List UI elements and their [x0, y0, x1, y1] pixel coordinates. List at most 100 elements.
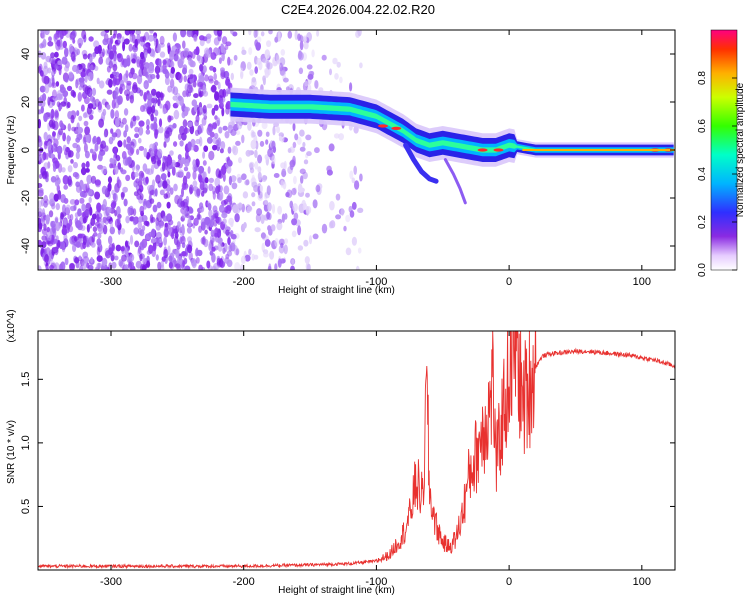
noise-speck	[96, 238, 102, 246]
noise-speck	[214, 91, 220, 101]
noise-speck	[266, 60, 270, 71]
noise-speck	[110, 202, 116, 209]
noise-speck	[208, 243, 212, 251]
noise-speck	[83, 120, 89, 127]
noise-speck	[123, 139, 127, 148]
noise-speck	[230, 242, 236, 252]
noise-speck	[156, 212, 163, 223]
noise-speck	[266, 40, 272, 48]
noise-speck	[118, 259, 123, 267]
noise-speck	[218, 170, 222, 178]
noise-speck	[276, 126, 280, 134]
noise-speck	[225, 229, 230, 236]
noise-speck	[257, 129, 263, 137]
noise-speck	[102, 198, 108, 209]
noise-speck	[151, 49, 156, 58]
noise-speck	[316, 30, 320, 37]
noise-speck	[143, 43, 149, 51]
noise-speck	[182, 90, 187, 98]
noise-speck	[106, 89, 113, 95]
noise-speck	[98, 118, 104, 128]
noise-speck	[235, 130, 241, 136]
noise-speck	[306, 151, 312, 157]
noise-speck	[240, 67, 244, 78]
noise-speck	[254, 227, 261, 233]
noise-speck	[262, 75, 266, 82]
noise-speck	[115, 117, 120, 128]
noise-speck	[58, 128, 64, 136]
noise-speck	[109, 73, 114, 79]
noise-speck	[139, 193, 144, 201]
noise-speck	[220, 43, 225, 54]
noise-speck	[153, 116, 158, 124]
noise-speck	[209, 250, 214, 256]
noise-speck	[225, 41, 232, 47]
noise-speck	[180, 30, 187, 38]
noise-speck	[86, 224, 90, 233]
noise-speck	[204, 229, 208, 235]
noise-speck	[158, 58, 162, 68]
noise-speck	[261, 242, 265, 253]
noise-speck	[43, 195, 48, 204]
noise-speck	[196, 106, 200, 117]
noise-speck	[162, 108, 167, 115]
noise-speck	[68, 218, 73, 227]
x-tick-label: -300	[100, 576, 122, 588]
noise-speck	[167, 245, 171, 256]
noise-speck	[274, 36, 279, 43]
noise-speck	[135, 30, 141, 36]
noise-speck	[174, 194, 180, 205]
noise-speck	[198, 264, 203, 270]
noise-speck	[162, 180, 168, 189]
noise-speck	[100, 140, 107, 149]
noise-speck	[196, 188, 201, 197]
noise-speck	[221, 165, 227, 175]
noise-speck	[197, 81, 204, 87]
noise-speck	[253, 184, 259, 193]
noise-speck	[214, 226, 218, 237]
noise-speck	[221, 212, 228, 219]
noise-speck	[213, 80, 219, 86]
noise-speck	[113, 30, 118, 36]
noise-speck	[245, 149, 252, 157]
noise-speck	[254, 66, 258, 74]
x-tick-label: -300	[100, 276, 122, 288]
colorbar-label: Normalized spectral amplitude	[735, 82, 746, 217]
noise-speck	[198, 165, 205, 174]
noise-speck	[150, 73, 156, 80]
noise-speck	[184, 159, 190, 167]
noise-speck	[220, 141, 226, 150]
noise-speck	[140, 263, 146, 270]
noise-speck	[264, 68, 270, 79]
noise-speck	[139, 229, 145, 237]
noise-speck	[195, 257, 200, 264]
noise-speck	[174, 263, 181, 269]
noise-speck	[80, 71, 86, 78]
noise-speck	[124, 30, 131, 36]
noise-speck	[359, 62, 363, 69]
x-tick-label: -200	[233, 576, 255, 588]
noise-speck	[57, 190, 62, 200]
noise-speck	[56, 39, 61, 47]
noise-speck	[51, 82, 57, 89]
noise-speck	[152, 204, 158, 213]
noise-speck	[61, 167, 66, 173]
noise-speck	[92, 148, 96, 155]
noise-speck	[280, 49, 286, 56]
noise-speck	[260, 31, 265, 37]
noise-speck	[138, 146, 145, 151]
noise-speck	[50, 220, 56, 228]
noise-speck	[297, 183, 303, 194]
noise-speck	[168, 262, 173, 269]
noise-speck	[264, 239, 271, 247]
noise-speck	[85, 134, 90, 143]
noise-speck	[351, 201, 357, 210]
noise-speck	[162, 59, 167, 65]
noise-speck	[276, 59, 281, 65]
noise-speck	[213, 72, 217, 81]
noise-speck	[116, 206, 121, 216]
noise-speck	[338, 133, 344, 141]
noise-speck	[328, 221, 334, 229]
noise-speck	[172, 32, 177, 42]
noise-speck	[71, 126, 77, 132]
